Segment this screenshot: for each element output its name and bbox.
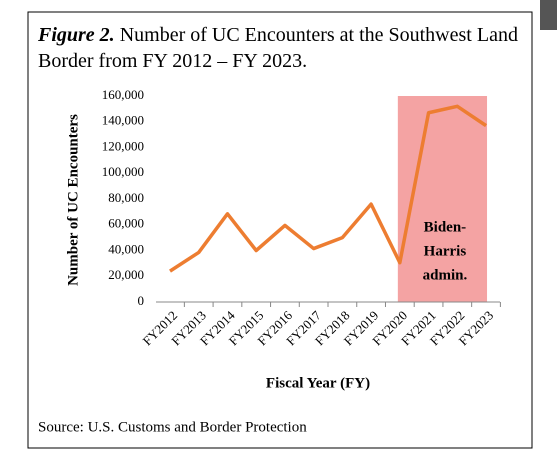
y-tick-label: 160,000 — [102, 87, 144, 102]
title-label: Figure 2. — [38, 24, 115, 46]
edge-block — [540, 0, 557, 30]
y-tick-label: 20,000 — [108, 267, 144, 282]
y-tick-label: 0 — [138, 293, 145, 308]
title-text: Number of UC Encounters at the Southwest… — [38, 24, 518, 72]
source: Source: U.S. Customs and Border Protecti… — [38, 419, 307, 435]
line — [169, 104, 488, 273]
y-tick-label: 120,000 — [102, 138, 144, 153]
y-tick-label: 100,000 — [102, 164, 144, 179]
annotation: Biden- — [424, 219, 467, 235]
y-axis-label: Number of UC Encounters — [65, 114, 81, 286]
y-tick-label: 40,000 — [108, 241, 144, 256]
annotation: Harris — [424, 243, 467, 259]
y-tick-label: 80,000 — [108, 190, 144, 205]
chart-title: Figure 2. Number of UC Encounters at the… — [38, 22, 528, 74]
x-axis-label: Fiscal Year (FY) — [266, 375, 370, 391]
y-tick-label: 140,000 — [102, 113, 144, 128]
annotation: admin. — [423, 267, 468, 283]
y-tick-label: 60,000 — [108, 216, 144, 231]
